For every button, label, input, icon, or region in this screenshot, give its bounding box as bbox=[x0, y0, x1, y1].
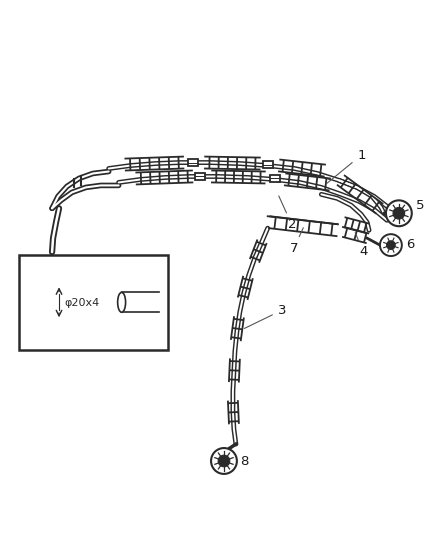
Circle shape bbox=[386, 200, 412, 226]
Bar bbox=[188, 159, 198, 166]
Bar bbox=[270, 175, 279, 182]
Circle shape bbox=[380, 234, 402, 256]
Circle shape bbox=[218, 455, 230, 467]
Text: 1: 1 bbox=[326, 149, 366, 184]
Text: 4: 4 bbox=[355, 233, 367, 258]
Circle shape bbox=[393, 207, 405, 219]
Circle shape bbox=[386, 241, 395, 249]
Text: 6: 6 bbox=[406, 238, 414, 251]
Bar bbox=[19, 255, 168, 350]
Text: 5: 5 bbox=[416, 199, 424, 212]
Text: 7: 7 bbox=[290, 228, 303, 255]
Circle shape bbox=[211, 448, 237, 474]
Text: 2: 2 bbox=[279, 196, 296, 231]
Text: 3: 3 bbox=[244, 304, 286, 328]
Ellipse shape bbox=[118, 293, 126, 312]
Bar bbox=[195, 173, 205, 180]
Text: φ20x4: φ20x4 bbox=[64, 298, 99, 308]
Text: 8: 8 bbox=[240, 455, 248, 468]
Bar bbox=[263, 161, 273, 168]
